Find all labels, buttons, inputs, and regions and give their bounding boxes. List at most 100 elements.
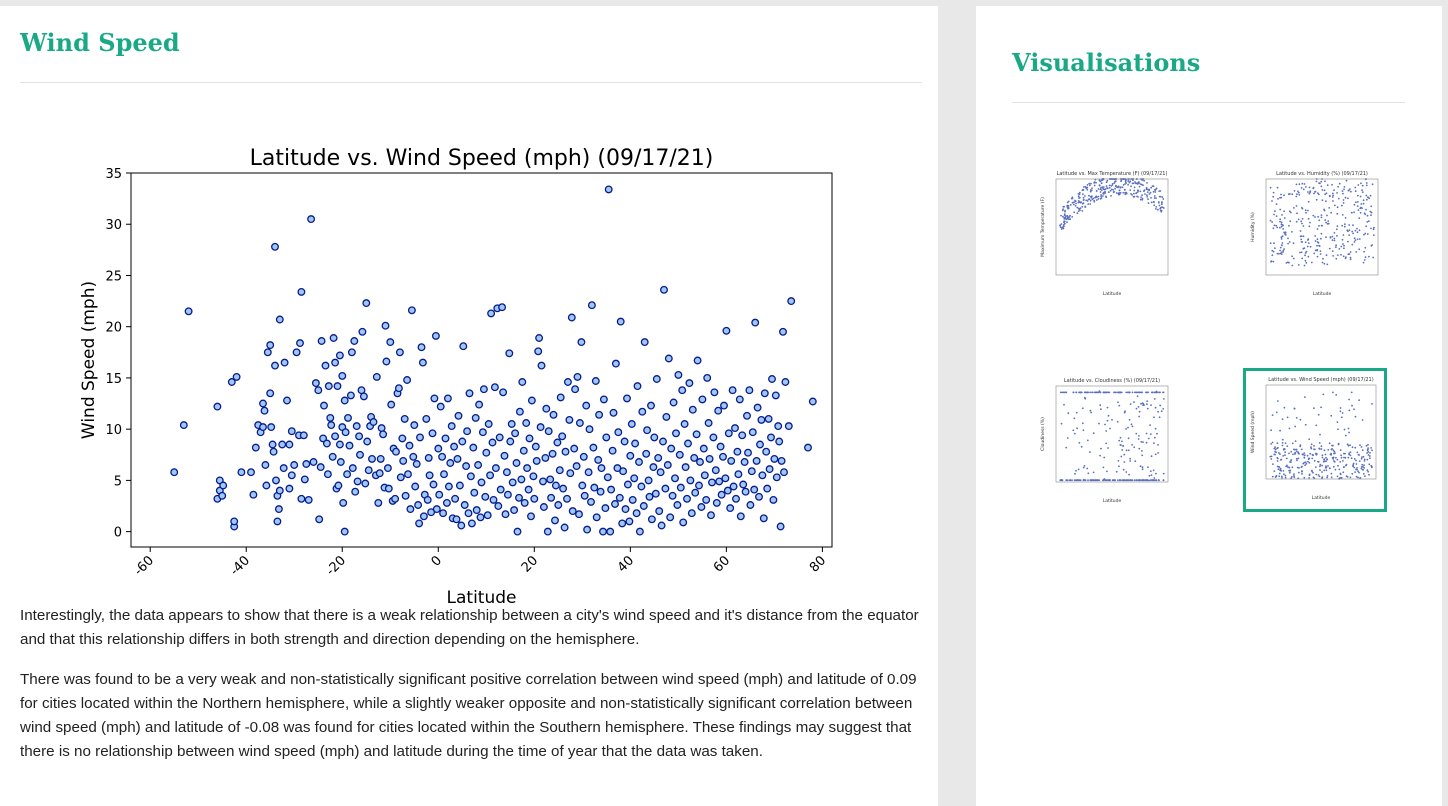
data-point — [607, 485, 616, 494]
data-point — [575, 510, 583, 519]
thumbnail-point — [1363, 459, 1366, 462]
data-point — [685, 379, 694, 388]
data-point — [381, 321, 390, 330]
thumbnail-point — [1141, 466, 1144, 469]
thumbnail-point — [1071, 201, 1074, 204]
thumbnail-point — [1085, 199, 1088, 202]
y-tick-label: 10 — [105, 423, 122, 438]
thumbnail-point — [1105, 181, 1108, 184]
thumbnail-point — [1093, 199, 1095, 202]
thumbnail-point — [1300, 251, 1303, 254]
thumbnail-point — [1291, 193, 1294, 196]
thumbnail-point — [1320, 232, 1323, 235]
data-point — [285, 440, 294, 449]
data-point — [804, 443, 812, 452]
thumbnail-point — [1104, 479, 1107, 482]
data-point — [733, 447, 742, 456]
data-point — [376, 454, 385, 463]
thumbnail-point — [1349, 476, 1352, 479]
data-point — [336, 458, 345, 466]
thumbnail-max-temperature[interactable]: Latitude vs. Max Temperature (F) (09/17/… — [1036, 165, 1176, 305]
data-point — [463, 427, 472, 436]
data-point — [275, 486, 284, 495]
thumbnail-point — [1152, 479, 1155, 482]
thumbnail-point — [1328, 247, 1331, 250]
thumbnail-point — [1131, 444, 1133, 446]
thumbnail-plot: Latitude vs. Max Temperature (F) (09/17/… — [1040, 171, 1169, 297]
thumbnail-point — [1316, 192, 1319, 194]
thumbnail-point — [1314, 216, 1316, 218]
thumbnail-point — [1270, 458, 1273, 460]
data-point — [464, 509, 473, 518]
data-point — [693, 356, 702, 365]
thumbnail-cloudiness[interactable]: Latitude vs. Cloudiness (%) (09/17/21) Cl… — [1036, 372, 1176, 512]
x-tick-label: 0 — [429, 553, 445, 569]
thumbnail-point — [1154, 427, 1157, 430]
data-point — [369, 418, 378, 426]
thumbnail-point — [1315, 473, 1318, 476]
thumbnail-point — [1308, 438, 1311, 440]
thumbnail-point — [1276, 252, 1279, 255]
thumbnail-point — [1271, 475, 1274, 478]
thumbnail-point — [1351, 472, 1354, 475]
thumbnail-point — [1158, 416, 1161, 419]
thumbnail-point — [1333, 232, 1336, 234]
thumbnail-point — [1139, 198, 1142, 201]
thumbnail-point — [1296, 450, 1298, 453]
thumbnail-point — [1137, 406, 1140, 408]
thumbnail-point — [1343, 456, 1345, 459]
thumbnail-point — [1152, 190, 1155, 193]
thumbnail-y-label: Wind Speed (mph) — [1250, 411, 1256, 453]
thumbnail-point — [1321, 454, 1324, 457]
thumbnail-wind-speed[interactable]: Latitude vs. Wind Speed (mph) (09/17/21)… — [1243, 368, 1387, 512]
thumbnail-point — [1159, 207, 1162, 210]
thumbnail-point — [1076, 427, 1078, 430]
thumbnail-point — [1280, 253, 1283, 255]
data-point — [544, 427, 553, 436]
thumbnail-point — [1140, 479, 1143, 482]
data-point — [532, 456, 541, 465]
data-point — [525, 434, 534, 443]
thumbnail-point — [1361, 456, 1363, 458]
thumbnail-point — [1082, 196, 1085, 199]
thumbnail-point — [1124, 410, 1126, 413]
data-point — [441, 434, 450, 443]
thumbnail-point — [1060, 223, 1063, 225]
thumbnail-point — [1332, 255, 1335, 257]
data-point — [331, 358, 340, 367]
data-point — [587, 497, 595, 506]
data-point — [772, 473, 781, 482]
data-point — [645, 492, 654, 501]
thumbnail-point — [1133, 195, 1136, 198]
data-point — [590, 483, 599, 492]
thumbnail-point — [1321, 224, 1323, 227]
thumbnail-point — [1118, 189, 1121, 192]
thumbnail-point — [1320, 214, 1323, 216]
thumbnail-point — [1103, 478, 1106, 480]
data-point — [724, 429, 733, 438]
data-point — [537, 361, 546, 370]
data-point — [232, 372, 241, 381]
data-point — [722, 326, 731, 335]
data-point — [249, 490, 258, 499]
thumbnail-plot: Latitude vs. Humidity (%) (09/17/21) Humi… — [1250, 171, 1379, 297]
thumbnail-point — [1067, 205, 1070, 207]
thumbnail-point — [1353, 408, 1355, 411]
thumbnail-point — [1327, 449, 1330, 451]
data-point — [417, 343, 426, 352]
thumbnail-point — [1308, 477, 1310, 479]
thumbnail-point — [1295, 417, 1298, 419]
thumbnail-point — [1317, 241, 1320, 244]
thumbnail-humidity[interactable]: Latitude vs. Humidity (%) (09/17/21) Humi… — [1246, 165, 1386, 305]
data-point — [450, 442, 459, 451]
thumbnail-point — [1278, 472, 1281, 475]
thumbnail-point — [1146, 407, 1149, 410]
thumbnail-point — [1323, 458, 1325, 461]
data-point — [527, 512, 535, 521]
data-point — [668, 491, 677, 500]
thumbnail-point — [1336, 458, 1339, 461]
thumbnail-point — [1112, 191, 1115, 194]
thumbnail-point — [1317, 413, 1320, 416]
thumbnail-point — [1160, 203, 1163, 206]
thumbnail-point — [1145, 186, 1148, 189]
